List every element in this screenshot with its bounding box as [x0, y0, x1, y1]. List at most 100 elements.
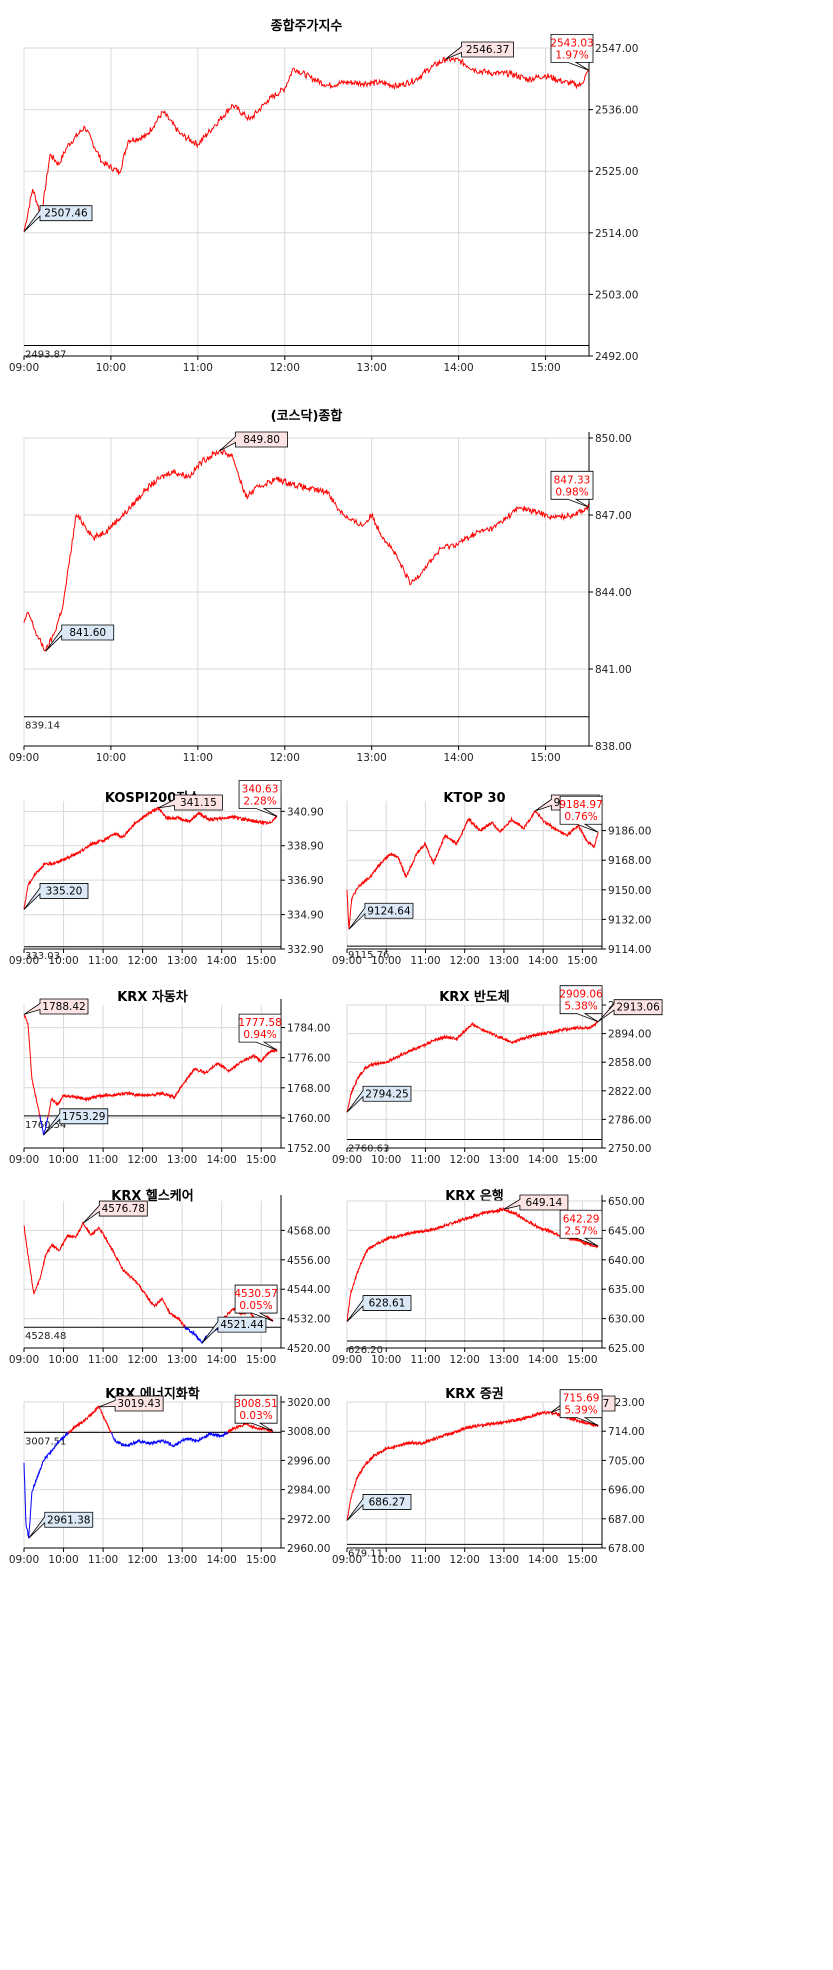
- x-tick-label: 15:00: [530, 362, 560, 374]
- x-tick-label: 14:00: [443, 362, 473, 374]
- last-value-callout: 1777.580.94%: [238, 1013, 282, 1051]
- chart-panel-3: KOSPI200지수340.90338.90336.90334.90332.90…: [9, 780, 324, 967]
- y-tick-label: 714.00: [608, 1426, 645, 1438]
- x-tick-label: 12:00: [127, 1554, 157, 1566]
- chart-title: (코스닥)종합: [271, 408, 343, 424]
- chart-panel-5: KRX 자동차 1784.00 1776.00 1768.00 1760.00 1752.…: [9, 989, 331, 1166]
- x-tick-label: 11:00: [410, 955, 440, 967]
- x-tick-label: 11:00: [183, 362, 213, 374]
- price-series-line: [346, 1020, 599, 1113]
- x-tick-label: 15:00: [530, 752, 560, 764]
- low-value-callout-box: [28, 1511, 94, 1539]
- baseline-label: 3007.51: [25, 1436, 66, 1447]
- x-tick-label: 13:00: [357, 362, 387, 374]
- last-value-callout: 642.292.57%: [559, 1209, 603, 1247]
- x-tick-label: 09:00: [9, 1354, 39, 1366]
- y-tick-label: 9132.00: [608, 914, 651, 926]
- high-value-callout-text: 849.80: [243, 434, 280, 446]
- last-change-text: 0.98%: [555, 486, 588, 498]
- y-tick-label: 678.00: [608, 1543, 645, 1555]
- chart-panel-9: KRX 에너지화학3020.003008.002996.002984.00297…: [9, 1386, 331, 1566]
- y-tick-label: 635.00: [608, 1284, 645, 1296]
- x-tick-label: 14:00: [207, 1554, 237, 1566]
- y-tick-label: 847.00: [595, 510, 632, 522]
- last-value-callout: 2543.031.97%: [550, 34, 594, 71]
- y-tick-label: 9150.00: [608, 885, 651, 897]
- y-tick-label: 696.00: [608, 1485, 645, 1497]
- x-tick-label: 12:00: [450, 1554, 480, 1566]
- low-value-callout-text: 2507.46: [44, 208, 88, 220]
- x-tick-label: 12:00: [270, 752, 300, 764]
- y-tick-label: 338.90: [287, 841, 324, 853]
- last-value-callout: 847.330.98%: [550, 470, 594, 508]
- y-tick-label: 2894.00: [608, 1029, 651, 1041]
- y-tick-label: 4520.00: [287, 1343, 330, 1355]
- high-value-callout-text: 2913.06: [616, 1002, 660, 1014]
- last-value-box: [559, 795, 603, 833]
- y-tick-label: 336.90: [287, 875, 324, 887]
- y-tick-label: 9114.00: [608, 944, 651, 956]
- x-tick-label: 10:00: [48, 1354, 78, 1366]
- y-tick-label: 705.00: [608, 1455, 645, 1467]
- x-tick-label: 13:00: [167, 955, 197, 967]
- x-tick-label: 12:00: [450, 1354, 480, 1366]
- chart-panel-6: KRX 반도체2930.002894.002858.002822.002786.…: [332, 985, 663, 1166]
- low-value-callout-box: [45, 624, 115, 652]
- x-tick-label: 11:00: [410, 1354, 440, 1366]
- last-change-text: 2.57%: [564, 1225, 597, 1237]
- last-value-text: 9184.97: [559, 799, 602, 811]
- last-value-text: 340.63: [242, 783, 279, 795]
- x-tick-label: 14:00: [207, 1154, 237, 1166]
- chart-panel-4: KTOP 30 9186.00 9168.00 9150.00 9132.00 9114.…: [332, 791, 652, 967]
- price-series-line: [110, 1430, 227, 1448]
- y-tick-label: 2503.00: [595, 289, 638, 301]
- low-value-callout-box: [43, 1108, 109, 1136]
- x-tick-label: 11:00: [88, 1554, 118, 1566]
- x-tick-label: 15:00: [567, 1154, 597, 1166]
- x-tick-label: 10:00: [371, 955, 401, 967]
- y-tick-label: 1760.00: [287, 1113, 330, 1125]
- price-series-line: [346, 1206, 599, 1322]
- x-tick-label: 09:00: [332, 955, 362, 967]
- x-tick-label: 13:00: [489, 955, 519, 967]
- y-tick-label: 2984.00: [287, 1485, 330, 1497]
- x-tick-label: 12:00: [127, 1154, 157, 1166]
- x-tick-label: 13:00: [167, 1354, 197, 1366]
- last-value-box: [559, 1389, 603, 1427]
- last-change-text: 5.39%: [564, 1405, 597, 1417]
- x-tick-label: 15:00: [567, 1354, 597, 1366]
- y-tick-label: 640.00: [608, 1255, 645, 1267]
- x-tick-label: 12:00: [127, 955, 157, 967]
- low-value-callout-text: 686.27: [369, 1496, 406, 1508]
- chart-title: KRX 헬스케어: [111, 1188, 193, 1204]
- last-change-text: 0.94%: [243, 1029, 276, 1041]
- chart-title: 종합주가지수: [271, 18, 343, 34]
- last-value-box: [559, 1209, 603, 1247]
- chart-title: KRX 자동차: [117, 989, 188, 1005]
- last-value-box: [550, 470, 594, 508]
- high-value-callout-text: 1788.42: [42, 1001, 85, 1013]
- x-tick-label: 10:00: [48, 1554, 78, 1566]
- last-change-text: 1.97%: [555, 49, 588, 61]
- high-value-callout-text: 4576.78: [102, 1203, 145, 1215]
- last-value-text: 3008.51: [234, 1398, 277, 1410]
- last-value-text: 4530.57: [234, 1288, 277, 1300]
- high-value-callout-box: [597, 999, 663, 1023]
- y-tick-label: 2492.00: [595, 351, 638, 363]
- x-tick-label: 10:00: [96, 752, 126, 764]
- x-tick-label: 13:00: [167, 1154, 197, 1166]
- y-tick-label: 625.00: [608, 1343, 645, 1355]
- y-tick-label: 4556.00: [287, 1255, 330, 1267]
- x-tick-label: 12:00: [450, 955, 480, 967]
- x-tick-label: 11:00: [183, 752, 213, 764]
- high-value-callout-text: 2546.37: [466, 44, 509, 56]
- x-tick-label: 13:00: [489, 1554, 519, 1566]
- x-tick-label: 09:00: [9, 1154, 39, 1166]
- x-tick-label: 11:00: [410, 1554, 440, 1566]
- y-tick-label: 2786.00: [608, 1114, 651, 1126]
- y-tick-label: 4544.00: [287, 1284, 330, 1296]
- x-tick-label: 14:00: [528, 955, 558, 967]
- y-tick-label: 1776.00: [287, 1053, 330, 1065]
- last-value-callout: 340.632.28%: [238, 780, 282, 817]
